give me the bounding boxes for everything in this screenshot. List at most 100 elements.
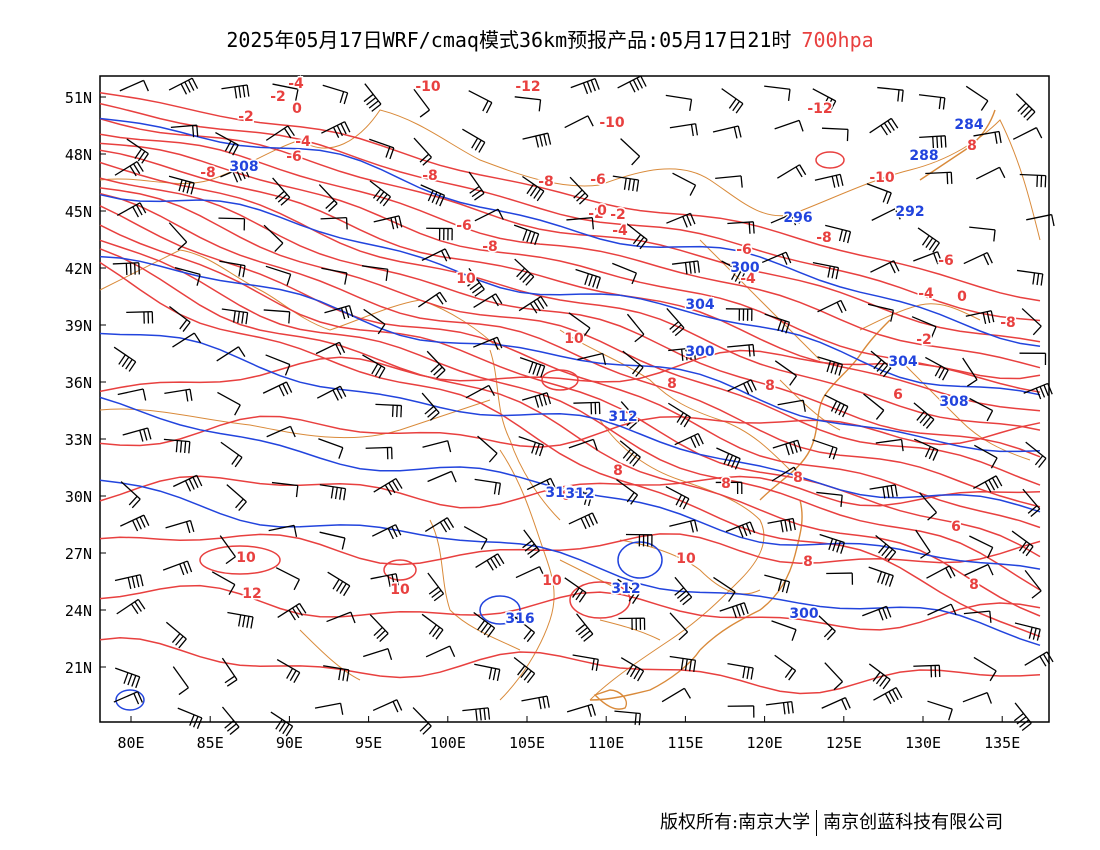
lat-label: 42N [65,260,92,278]
wind-barb-icon [211,571,236,596]
temperature-label: 10 [236,550,256,566]
wind-barb-icon [314,702,344,715]
isotherm-line [99,133,1041,369]
wind-barb-icon [919,135,947,149]
wind-barb-icon [216,346,246,362]
wind-barb-icon [716,447,741,470]
wind-barb-icon [866,183,892,205]
wind-barb-icon [774,119,804,132]
wind-barb-icon [465,384,495,399]
wind-barb-icon [126,311,154,324]
wind-barb-icon [572,654,599,672]
wind-barb-icon [918,94,946,110]
temperature-label: 0 [597,203,607,219]
wind-barb-icon [867,303,895,322]
wind-barb-icon [667,402,691,428]
temperature-label: -6 [590,172,606,188]
wind-barb-icon [326,611,356,624]
temperature-label: -4 [740,271,756,287]
wind-barb-icon [713,576,736,602]
wind-barb-icon [626,313,645,343]
temperature-label: -10 [869,170,895,186]
wind-barb-icon [120,514,150,532]
wind-barb-icon [925,356,949,381]
wind-barb-icon [268,524,298,538]
wind-barb-icon [262,381,293,397]
wind-barb-icon [618,617,646,631]
wind-barb-icon [661,687,691,703]
wind-barb-icon [426,350,446,379]
temperature-label: -8 [1000,315,1016,331]
wind-barb-icon [316,385,347,401]
wind-barb-icon [1019,173,1047,188]
wind-barb-icon [819,533,845,554]
wind-barb-icon [672,260,700,275]
height-label: 296 [783,210,812,226]
temperature-label: 10 [390,582,410,598]
wind-barb-icon [421,392,440,421]
temperature-labels: -4-20-2-4-6-8-10 -12-10-12-8 -6-8-2-6-8-4-… [199,75,1018,604]
wind-barb-icon [172,332,202,348]
lon-label: 120E [747,734,783,752]
lon-label: 115E [667,734,703,752]
wind-barb-icon [219,260,246,278]
wind-barb-icon [870,350,892,378]
wind-barb-icon [969,226,996,242]
longitude-labels: 80E 85E 90E 95E 100E 105E 110E 115E 120E 125E 130E… [117,716,1020,752]
wind-barb-icon [1014,622,1041,641]
wind-barb-icon [361,265,389,281]
wind-barb-icon [725,521,756,538]
wind-barb-icon [622,350,644,377]
wind-barb-icon [1013,702,1032,732]
isotherm-line [99,415,1041,448]
wind-barb-icon [976,166,1006,180]
wind-barb-icon [473,611,496,638]
wind-barb-icon [863,393,885,420]
isotherm-cell [541,369,579,391]
wind-barb-icon [719,602,749,619]
height-cell [115,689,145,711]
isotherm-cell [199,545,281,575]
wind-barb-icon [114,161,144,177]
wind-barb-icon [577,352,607,366]
isotherm-line [99,636,1041,695]
wind-barb-icon [319,484,347,501]
wind-barb-icon [815,613,836,641]
wind-barb-icon [875,438,904,452]
height-label: 288 [909,148,938,164]
wind-barb-icon [514,258,535,286]
wind-barb-icon [424,517,455,533]
height-label: 312 [545,485,574,501]
temperature-label: 8 [613,463,623,479]
temperature-label: 10 [564,331,584,347]
temperature-label: 10 [542,573,562,589]
wind-barb-icon [474,208,504,222]
lon-label: 110E [588,734,624,752]
wind-barb-icon [765,700,794,715]
temperature-label: 0 [957,289,967,305]
temperature-label: -8 [422,168,438,184]
wind-barb-icon [526,477,557,491]
wind-barb-icon [617,75,647,93]
wind-barb-icon [727,343,755,357]
isotherm-line [99,475,1041,509]
copyright-right: 南京创蓝科技有限公司 [823,812,1004,833]
wind-barb-icon [513,615,536,643]
wind-barb-icon [917,227,940,253]
wind-barb-icon [323,665,350,682]
wind-barb-icon [217,391,241,416]
lat-label: 33N [65,431,92,449]
wind-barb-icon [824,394,849,418]
height-label: 316 [505,611,534,627]
wind-barb-icon [114,667,141,689]
wind-barb-icon [963,610,992,623]
wind-barb-icon [1022,488,1041,517]
height-label: 304 [685,297,714,313]
lat-label: 30N [65,488,92,506]
wind-barb-icon [715,481,743,495]
wind-barb-icon [962,357,978,387]
wind-barb-icon [974,444,998,469]
wind-barb-icon [721,260,746,284]
isotherm-line [99,205,1041,529]
